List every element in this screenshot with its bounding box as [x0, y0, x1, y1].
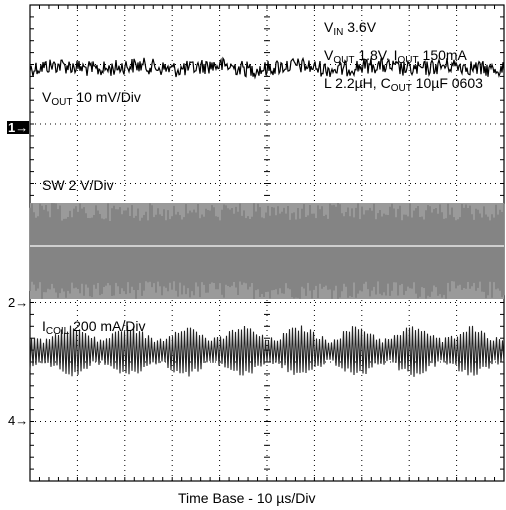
channel-2-marker: 2→ — [8, 295, 29, 310]
condition-vout-iout: VOUT 1.8V, IOUT 150mA — [324, 47, 467, 66]
waveform-traces — [29, 56, 505, 377]
condition-l-cout: L 2.2µH, COUT 10µF 0603 — [324, 75, 483, 94]
channel-4-marker: 4→ — [8, 413, 29, 428]
trace-label-icoil: ICOIL 200 mA/Div — [42, 318, 146, 337]
condition-vin: VIN 3.6V — [324, 19, 377, 38]
channel-1-marker: 1→ — [7, 120, 30, 135]
trace-vout — [29, 56, 505, 80]
trace-label-vout: VOUT 10 mV/Div — [42, 89, 141, 108]
trace-label-sw: SW 2 V/Div — [42, 177, 114, 193]
x-axis-label: Time Base - 10 µs/Div — [178, 490, 316, 506]
trace-sw-band — [30, 203, 504, 299]
trace-icoil — [29, 325, 505, 377]
